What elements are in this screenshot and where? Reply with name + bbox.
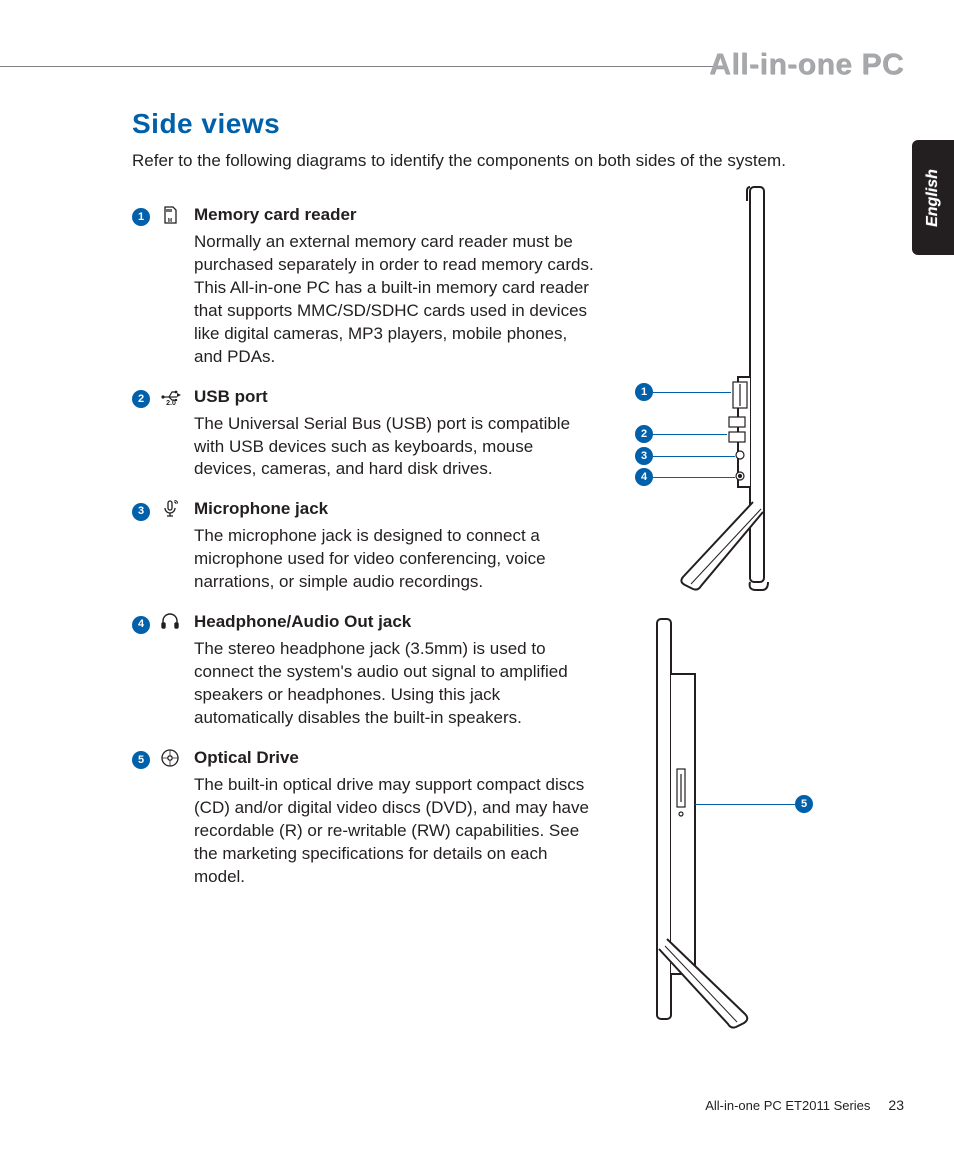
header-brand: All-in-one PC xyxy=(709,48,904,82)
section-title: Side views xyxy=(132,108,612,140)
item-desc: Normally an external memory card reader … xyxy=(194,231,594,369)
item-desc: The Universal Serial Bus (USB) port is c… xyxy=(194,413,594,482)
callout-circle-1: 1 xyxy=(635,383,653,401)
memory-card-icon: M xyxy=(160,205,194,369)
item-desc: The stereo headphone jack (3.5mm) is use… xyxy=(194,638,594,730)
circle-num-1: 1 xyxy=(132,208,150,226)
item-title: Headphone/Audio Out jack xyxy=(194,612,612,632)
usb-icon: 2.0 xyxy=(160,387,194,482)
optical-drive-icon xyxy=(160,748,194,889)
microphone-icon xyxy=(160,499,194,594)
callout-circle-5: 5 xyxy=(795,795,813,813)
side-view-right-svg xyxy=(625,614,905,1044)
item-title: Memory card reader xyxy=(194,205,612,225)
callout-number: 2 xyxy=(132,387,160,482)
circle-num-2: 2 xyxy=(132,390,150,408)
section-intro: Refer to the following diagrams to ident… xyxy=(132,150,812,173)
diagram-callout-1: 1 xyxy=(635,383,731,401)
diagram-right-side: 5 xyxy=(625,614,905,1044)
diagram-callout-3: 3 xyxy=(635,447,735,465)
circle-num-4: 4 xyxy=(132,616,150,634)
callout-number: 5 xyxy=(132,748,160,889)
circle-num-3: 3 xyxy=(132,503,150,521)
diagram-left-side: 1 2 3 4 xyxy=(625,182,905,602)
item-headphone: 4 Headphone/Audio Out jack The stereo he… xyxy=(132,612,612,730)
diagram-callout-2: 2 xyxy=(635,425,727,443)
footer-page-number: 23 xyxy=(888,1097,904,1113)
item-desc: The built-in optical drive may support c… xyxy=(194,774,594,889)
item-optical: 5 Optical Drive The built-in optical dri… xyxy=(132,748,612,889)
page-footer: All-in-one PC ET2011 Series 23 xyxy=(705,1097,904,1113)
callout-number: 3 xyxy=(132,499,160,594)
item-desc: The microphone jack is designed to conne… xyxy=(194,525,594,594)
callout-number: 4 xyxy=(132,612,160,730)
usb-version-label: 2.0 xyxy=(166,401,176,407)
item-title: Microphone jack xyxy=(194,499,612,519)
item-title: USB port xyxy=(194,387,612,407)
diagram-callout-4: 4 xyxy=(635,468,735,486)
diagram-area: 1 2 3 4 xyxy=(625,182,905,1044)
callout-circle-2: 2 xyxy=(635,425,653,443)
item-usb: 2 2.0 USB port The Universal Serial Bus … xyxy=(132,387,612,482)
diagram-callout-5: 5 xyxy=(695,795,813,813)
item-title: Optical Drive xyxy=(194,748,612,768)
content-column: Side views Refer to the following diagra… xyxy=(132,108,612,907)
callout-circle-3: 3 xyxy=(635,447,653,465)
header-rule xyxy=(0,66,720,67)
callout-circle-4: 4 xyxy=(635,468,653,486)
item-memory-card: 1 M Memory card reader Normally an exter… xyxy=(132,205,612,369)
circle-num-5: 5 xyxy=(132,751,150,769)
language-tab: English xyxy=(912,140,954,255)
svg-text:M: M xyxy=(168,218,172,224)
item-microphone: 3 Microphone jack The microphone jack is… xyxy=(132,499,612,594)
headphone-icon xyxy=(160,612,194,730)
footer-product: All-in-one PC ET2011 Series xyxy=(705,1098,870,1113)
language-label: English xyxy=(924,169,942,227)
callout-number: 1 xyxy=(132,205,160,369)
